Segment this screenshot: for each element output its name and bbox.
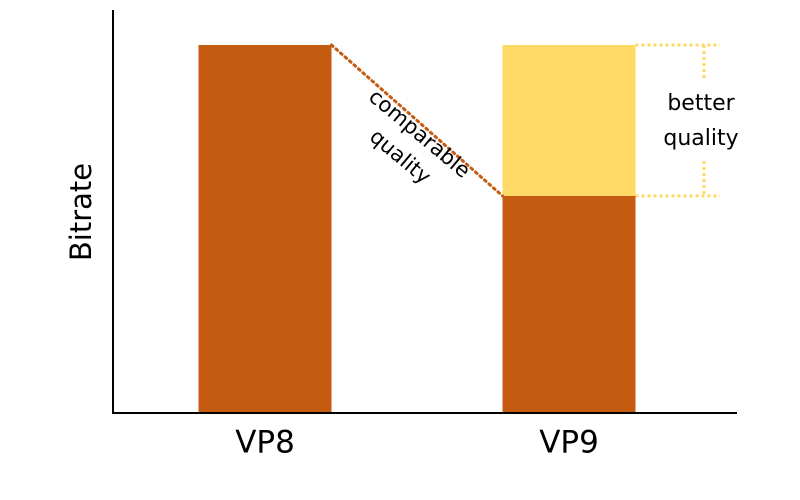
x-tick-label-vp9: VP9	[539, 425, 599, 461]
comparable-quality-connector	[330, 43, 504, 198]
vp8-base-bar	[198, 45, 332, 413]
x-tick-label-vp8: VP8	[235, 425, 295, 461]
better-quality-line-1: better	[667, 91, 735, 116]
annotation-layer	[330, 43, 720, 198]
bars-layer	[198, 45, 636, 413]
vp9-base-bar	[502, 195, 636, 413]
vp9-extra-bar	[502, 45, 636, 196]
y-axis-label: Bitrate	[64, 163, 98, 261]
better-quality-line-2: quality	[663, 126, 738, 151]
